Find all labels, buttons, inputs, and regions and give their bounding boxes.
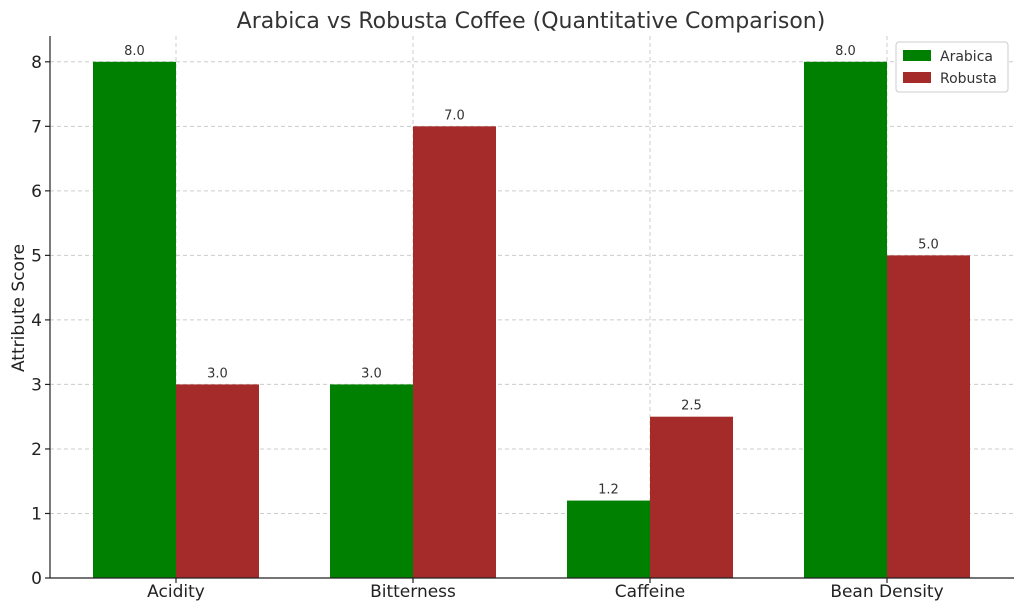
bar-arabica-2 [567, 500, 650, 578]
data-label: 3.0 [361, 366, 382, 381]
legend-label-robusta: Robusta [940, 71, 997, 87]
legend-swatch-robusta [903, 72, 931, 83]
y-tick-label: 0 [31, 569, 42, 589]
y-tick-label: 6 [31, 182, 42, 202]
legend-swatch-arabica [903, 50, 931, 61]
data-label: 7.0 [444, 108, 465, 123]
y-ticks: 0 1 2 3 4 5 6 7 8 [31, 53, 50, 589]
data-label: 2.5 [681, 399, 702, 414]
data-label: 1.2 [598, 483, 619, 498]
bar-arabica-3 [804, 61, 887, 579]
data-label: 8.0 [835, 44, 856, 59]
chart-title: Arabica vs Robusta Coffee (Quantitative … [237, 9, 826, 34]
x-tick-label: Bitterness [370, 582, 456, 602]
y-tick-label: 7 [31, 117, 42, 137]
bar-arabica-0 [93, 61, 176, 579]
y-tick-label: 8 [31, 53, 42, 73]
x-tick-label: Bean Density [830, 582, 943, 602]
bar-robusta-2 [650, 416, 733, 578]
y-tick-label: 5 [31, 246, 42, 266]
bars [93, 61, 970, 579]
bar-robusta-3 [887, 255, 970, 578]
data-label: 3.0 [207, 366, 228, 381]
bar-robusta-1 [413, 126, 496, 578]
x-tick-label: Caffeine [615, 582, 685, 602]
y-axis-label: Attribute Score [9, 244, 29, 372]
y-tick-label: 1 [31, 504, 42, 524]
legend-label-arabica: Arabica [940, 49, 993, 65]
data-label: 8.0 [124, 44, 145, 59]
y-tick-label: 3 [31, 375, 42, 395]
data-labels: 8.0 3.0 1.2 8.0 3.0 7.0 2.5 5.0 [124, 44, 939, 498]
y-tick-label: 4 [31, 311, 42, 331]
y-tick-label: 2 [31, 440, 42, 460]
legend: Arabica Robusta [895, 41, 1009, 93]
data-label: 5.0 [918, 237, 939, 252]
bar-arabica-1 [330, 384, 413, 578]
x-categories: Acidity Bitterness Caffeine Bean Density [147, 578, 944, 602]
x-tick-label: Acidity [147, 582, 205, 602]
bar-robusta-0 [176, 384, 259, 578]
